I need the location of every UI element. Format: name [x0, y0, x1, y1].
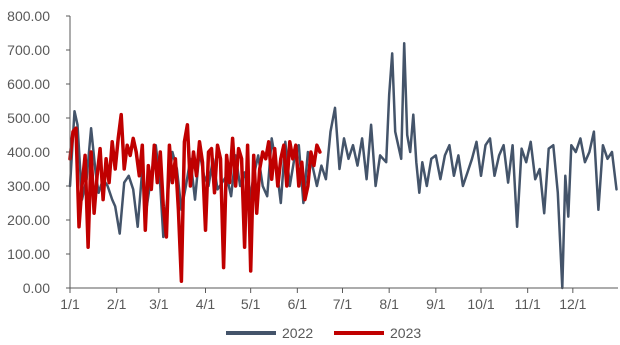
x-tick-label: 2/1 [107, 296, 127, 312]
x-tick-label: 4/1 [196, 296, 216, 312]
x-tick-label: 12/1 [559, 296, 586, 312]
y-tick-label: 300.00 [7, 178, 50, 194]
y-tick-label: 0.00 [23, 280, 50, 296]
y-tick-label: 600.00 [7, 76, 50, 92]
y-axis-tick-labels: 0.00 100.00 200.00 300.00 400.00 500.00 600.00… [7, 8, 70, 296]
x-tick-label: 1/1 [60, 296, 80, 312]
x-tick-label: 9/1 [426, 296, 446, 312]
series-line-2022 [68, 41, 618, 290]
x-tick-label: 3/1 [149, 296, 169, 312]
x-tick-label: 7/1 [333, 296, 353, 312]
series-line-2023 [68, 112, 322, 283]
legend-label-2022: 2022 [282, 325, 313, 341]
y-tick-label: 200.00 [7, 212, 50, 228]
x-tick-label: 8/1 [379, 296, 399, 312]
y-tick-label: 500.00 [7, 110, 50, 126]
y-tick-label: 700.00 [7, 42, 50, 58]
y-tick-label: 400.00 [7, 144, 50, 160]
legend-label-2023: 2023 [390, 325, 421, 341]
x-tick-label: 5/1 [241, 296, 261, 312]
series-lines [68, 41, 618, 290]
y-tick-label: 100.00 [7, 246, 50, 262]
x-tick-label: 10/1 [467, 296, 494, 312]
legend: 2022 2023 [226, 325, 421, 341]
x-axis-tick-labels: 1/1 2/1 3/1 4/1 5/1 6/1 7/1 8/1 9/1 10/1 11/1 12/1 [60, 288, 587, 312]
x-tick-label: 11/1 [515, 296, 541, 312]
y-tick-label: 800.00 [7, 8, 50, 24]
x-tick-label: 6/1 [288, 296, 308, 312]
